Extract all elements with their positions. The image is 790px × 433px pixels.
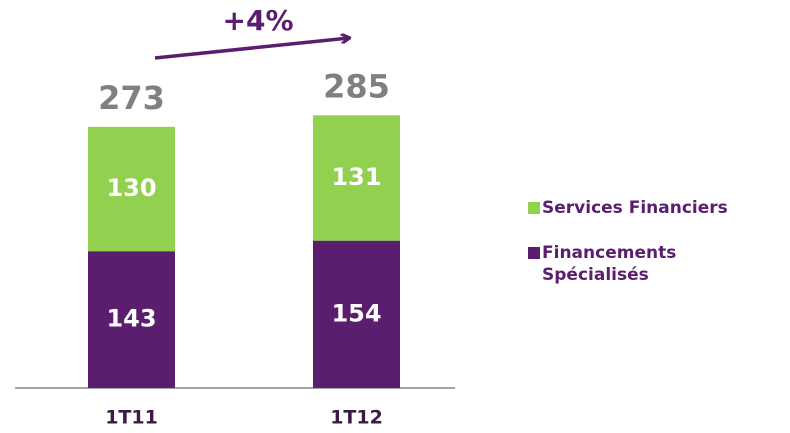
growth-arrow — [154, 38, 349, 60]
total-label: 285 — [323, 67, 390, 105]
total-label: 273 — [98, 79, 165, 117]
data-label: 131 — [331, 163, 381, 191]
bar-segment — [313, 240, 400, 388]
bar-segment — [88, 251, 175, 388]
bar-segment — [88, 126, 175, 252]
legend-label: Services Financiers — [542, 198, 728, 218]
legend-swatch — [528, 247, 540, 259]
legend-swatch — [528, 202, 540, 214]
x-tick-label: 1T11 — [105, 407, 158, 429]
x-tick-label: 1T12 — [330, 407, 383, 429]
data-label: 154 — [331, 299, 381, 327]
growth-label: +4% — [223, 4, 294, 37]
bar-segment — [313, 115, 400, 241]
data-label: 143 — [106, 305, 156, 333]
data-label: 130 — [106, 174, 156, 202]
legend-label: Financements Spécialisés — [542, 243, 676, 285]
